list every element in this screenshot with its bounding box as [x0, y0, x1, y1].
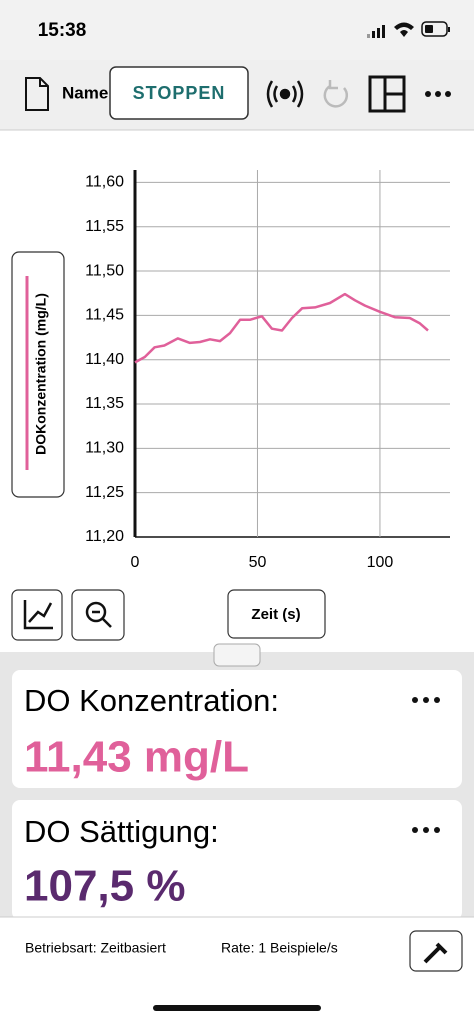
- meter-value: 107,5 %: [24, 862, 185, 911]
- home-indicator: [153, 1005, 321, 1011]
- meter-menu[interactable]: [412, 697, 440, 703]
- y-tick-label: 11,50: [85, 262, 124, 279]
- graph-tools-icon: [23, 600, 53, 630]
- meter-label: DO Sättigung:: [24, 814, 219, 849]
- mode-label: Betriebsart: Zeitbasiert: [25, 940, 166, 956]
- meter-value: 11,43 mg/L: [24, 733, 249, 782]
- x-tick-label: 50: [249, 554, 267, 571]
- y-tick-label: 11,35: [85, 395, 124, 412]
- undo-icon[interactable]: [323, 80, 349, 108]
- y-tick-label: 11,30: [85, 440, 124, 457]
- layout-icon[interactable]: [368, 75, 406, 113]
- more-icon[interactable]: [425, 91, 451, 97]
- settings-icon: [423, 942, 448, 964]
- y-tick-label: 11,25: [85, 484, 124, 501]
- stop-button-label[interactable]: STOPPEN: [133, 83, 226, 103]
- file-name[interactable]: Name: [62, 83, 108, 102]
- y-tick-label: 11,55: [85, 218, 124, 235]
- y-axis-label[interactable]: DOKonzentration (mg/L): [33, 293, 49, 455]
- zoom-button[interactable]: [71, 589, 125, 641]
- y-tick-label: 11,60: [85, 174, 124, 191]
- meter-card: [12, 670, 462, 788]
- data-line: [134, 292, 429, 364]
- status-bar: [0, 0, 474, 60]
- y-tick-label: 11,40: [85, 351, 124, 368]
- stop-button[interactable]: [109, 66, 249, 120]
- status-time: 15:38: [38, 20, 87, 41]
- x-tick-label: 100: [367, 554, 394, 571]
- meter-label: DO Konzentration:: [24, 683, 279, 718]
- x-axis-button[interactable]: [227, 589, 326, 639]
- graph-tools-button[interactable]: [11, 589, 63, 641]
- meter-menu[interactable]: [412, 827, 440, 833]
- resize-handle[interactable]: [213, 643, 261, 667]
- y-axis-button[interactable]: [11, 251, 65, 498]
- y-tick-label: 11,45: [85, 307, 124, 324]
- y-tick-label: 11,20: [85, 528, 124, 545]
- x-tick-label: 0: [131, 554, 140, 571]
- status-icons: [367, 21, 450, 38]
- rate-label: Rate: 1 Beispiele/s: [221, 940, 338, 956]
- plot: 11,20 11,25 11,30 11,35 11,40 11,45 11,50 11,55…: [85, 170, 450, 571]
- file-icon[interactable]: [25, 77, 49, 111]
- x-axis-label[interactable]: Zeit (s): [251, 606, 300, 623]
- zoom-icon: [85, 601, 112, 628]
- meter-card: [12, 800, 462, 920]
- sensor-icon[interactable]: [266, 80, 304, 108]
